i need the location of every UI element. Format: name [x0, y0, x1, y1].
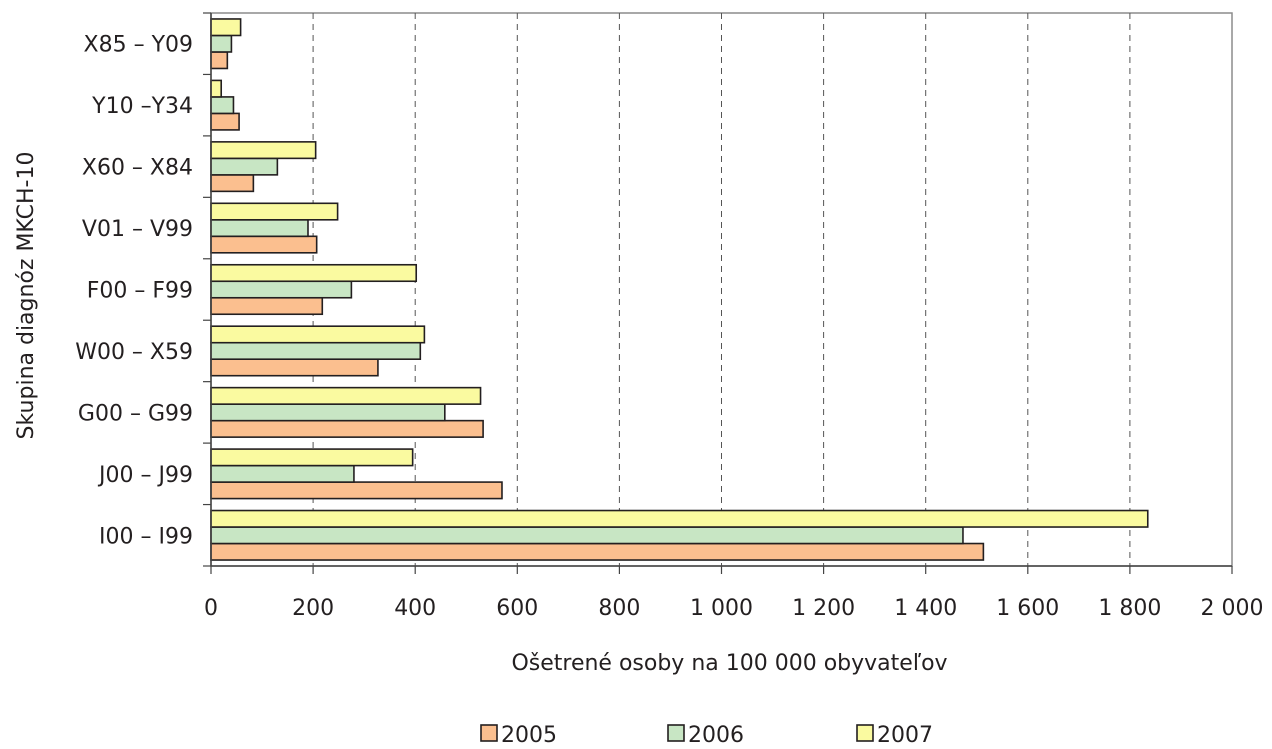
category-label: X85 – Y09 [84, 33, 193, 58]
x-tick-label: 1 000 [690, 596, 753, 621]
bars [210, 18, 1149, 561]
bar-2007-8 [210, 509, 1149, 528]
category-label: W00 – X59 [75, 340, 193, 365]
bar-2006-7 [210, 464, 355, 483]
bar-2005-1 [210, 112, 240, 131]
bar-2006-5 [210, 341, 422, 360]
x-tick-label: 200 [292, 596, 334, 621]
x-tick-label: 800 [598, 596, 640, 621]
legend-item-2006: 2006 [667, 723, 744, 748]
bar-2007-1 [210, 79, 223, 98]
bar-2006-4 [210, 280, 353, 299]
legend-label: 2006 [688, 723, 744, 748]
legend-swatch [667, 724, 685, 742]
x-tick-label: 400 [394, 596, 436, 621]
grid-lines [210, 12, 1233, 567]
bar-2007-0 [210, 18, 242, 37]
bar-2006-3 [210, 219, 309, 238]
legend-swatch [856, 724, 874, 742]
bar-2007-5 [210, 325, 426, 344]
bar-2005-8 [210, 542, 985, 561]
category-label: J00 – J99 [97, 463, 193, 488]
legend-item-2007: 2007 [856, 723, 933, 748]
y-axis-title: Skupina diagnóz MKCH-10 [14, 152, 39, 440]
bar-2005-4 [210, 296, 324, 316]
bar-2005-3 [210, 235, 318, 254]
bar-2007-4 [210, 263, 418, 283]
category-label: F00 – F99 [87, 279, 193, 304]
x-tick-label: 0 [204, 596, 218, 621]
x-tick-label: 600 [496, 596, 538, 621]
bar-2006-6 [210, 403, 446, 422]
category-label: Y10 –Y34 [91, 94, 193, 119]
x-axis-title: Ošetrené osoby na 100 000 obyvateľov [511, 651, 947, 676]
legend: 2005 2006 2007 [480, 723, 933, 748]
legend-label: 2007 [877, 723, 933, 748]
bar-2005-2 [210, 174, 255, 193]
bar-2005-5 [210, 358, 379, 377]
x-tick-label: 1 200 [792, 596, 855, 621]
legend-label: 2005 [501, 723, 557, 748]
bar-2006-0 [210, 34, 233, 53]
legend-swatch [480, 724, 498, 742]
category-label: X60 – X84 [82, 156, 193, 181]
bar-2007-6 [210, 386, 482, 405]
x-tick-label: 1 600 [996, 596, 1059, 621]
bar-2005-7 [210, 481, 503, 500]
bar-2005-0 [210, 51, 229, 70]
legend-item-2005: 2005 [480, 723, 557, 748]
bar-2007-7 [210, 448, 414, 467]
bar-2007-3 [210, 202, 339, 221]
x-tick-label: 2 000 [1201, 596, 1264, 621]
category-label: G00 – G99 [78, 401, 193, 426]
labels: 0 200 400 600 800 1 000 1 200 1 400 1 600 1 800 2 … [14, 33, 1263, 676]
bar-2005-6 [210, 419, 484, 438]
x-tick-label: 1 800 [1098, 596, 1161, 621]
bar-2006-8 [210, 526, 964, 545]
bar-2006-2 [210, 157, 279, 176]
bar-2007-2 [210, 141, 317, 160]
x-tick-label: 1 400 [894, 596, 957, 621]
axes [203, 12, 1233, 574]
bar-2006-1 [210, 96, 235, 115]
category-label: I00 – I99 [99, 524, 193, 549]
category-label: V01 – V99 [82, 217, 193, 242]
